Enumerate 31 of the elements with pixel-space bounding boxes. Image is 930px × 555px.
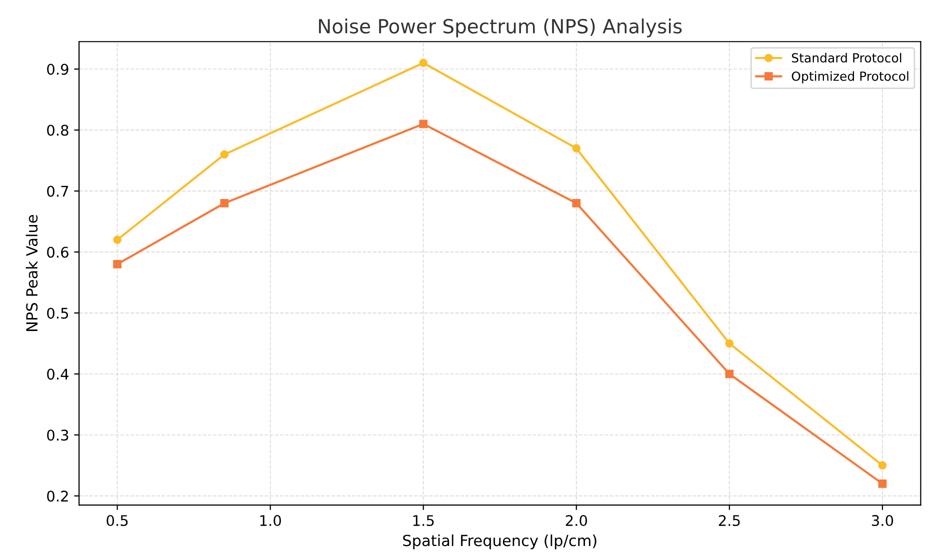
y-tick-label: 0.7	[47, 186, 68, 197]
point	[878, 461, 887, 470]
point	[725, 339, 734, 348]
y-tick-label: 0.8	[47, 124, 68, 136]
y-tick-label: 0.6	[47, 246, 68, 258]
x-tick-label: 1.0	[260, 515, 281, 526]
point	[878, 480, 887, 488]
point	[220, 150, 229, 159]
x-tick-label: 1.5	[413, 515, 434, 526]
legend-label: Standard Protocol	[792, 52, 902, 63]
y-tick-label: 0.3	[47, 430, 68, 441]
x-tick-label: 0.5	[106, 515, 128, 526]
x-tick-label: 2.5	[718, 515, 740, 526]
point	[113, 236, 122, 244]
point	[725, 370, 734, 378]
legend-label: Optimized Protocol	[792, 71, 908, 84]
y-axis-title: NPS Peak Value	[26, 215, 38, 331]
x-axis-title: Spatial Frequency (lp/cm)	[403, 534, 596, 550]
point	[419, 58, 428, 68]
y-tick-label: 0.2	[47, 490, 68, 502]
point	[572, 199, 581, 208]
y-tick-label: 0.9	[47, 64, 68, 75]
x-tick-label: 3.0	[872, 515, 894, 526]
point	[572, 144, 581, 152]
point	[220, 199, 229, 208]
y-tick-label: 0.4	[47, 368, 69, 380]
point	[113, 260, 122, 268]
x-tick-label: 2.0	[566, 515, 588, 526]
y-tick-label: 0.5	[47, 308, 68, 319]
point	[419, 120, 428, 128]
chart-title: Noise Power Spectrum (NPS) Analysis	[319, 18, 682, 38]
